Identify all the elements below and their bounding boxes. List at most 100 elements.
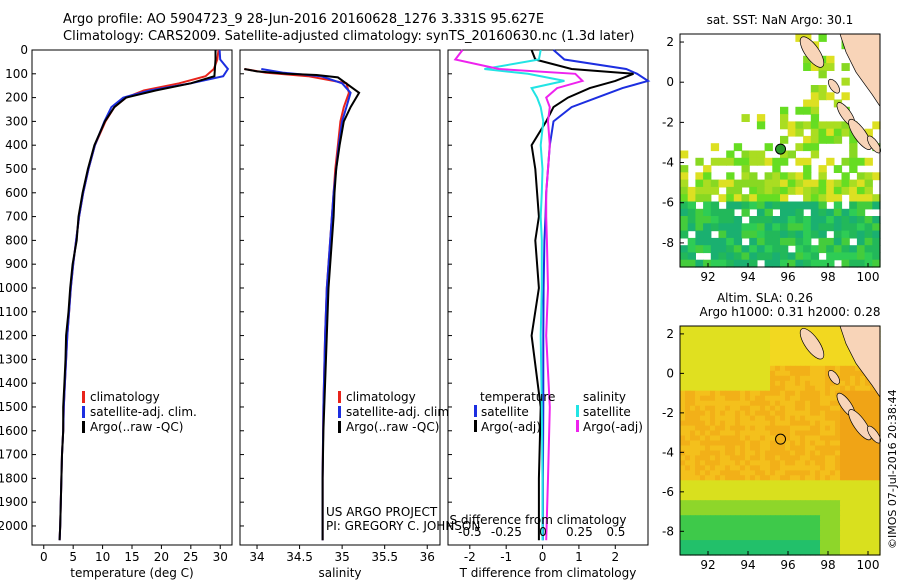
sla-cell — [750, 470, 756, 476]
sla-cell — [825, 385, 831, 392]
sla-cell — [725, 470, 731, 476]
sla-cell — [860, 540, 866, 546]
sla-cell — [710, 470, 716, 476]
sla-cell — [775, 350, 781, 357]
sla-cell — [865, 450, 871, 457]
sla-cell — [700, 345, 706, 352]
sla-cell — [855, 455, 861, 461]
sst-cell — [818, 121, 827, 130]
sla-cell — [690, 455, 696, 461]
sla-cell — [720, 505, 726, 511]
sst-cell — [749, 194, 758, 203]
sla-cell — [680, 505, 686, 511]
sla-cell — [800, 475, 806, 481]
sst-cell — [687, 259, 696, 268]
sla-cell — [820, 400, 826, 407]
sla-cell — [855, 530, 861, 536]
sla-cell — [745, 405, 751, 412]
sla-cell — [860, 505, 866, 511]
sla-cell — [850, 475, 856, 481]
sla-cell — [785, 515, 791, 521]
sla-cell — [720, 400, 726, 407]
sla-cell — [705, 465, 711, 471]
sla-cell — [730, 485, 736, 491]
sla-cell — [795, 495, 801, 501]
sla-cell — [760, 375, 766, 382]
sla-cell — [760, 395, 766, 402]
sla-cell — [850, 435, 856, 442]
sla-cell — [710, 430, 716, 437]
sla-cell — [690, 535, 696, 541]
island — [799, 36, 825, 68]
sst-cell — [741, 201, 750, 210]
sst-cell — [749, 172, 758, 181]
sla-cell — [725, 326, 731, 332]
sla-cell — [730, 420, 736, 427]
sla-cell — [775, 495, 781, 501]
sla-cell — [810, 475, 816, 481]
sla-cell — [725, 410, 731, 417]
sla-cell — [850, 510, 856, 516]
sst-cell — [818, 216, 827, 224]
sla-cell — [795, 336, 801, 342]
sla-cell — [800, 350, 806, 357]
sla-cell — [690, 525, 696, 531]
sla-cell — [820, 525, 826, 531]
argo-float-marker — [775, 143, 787, 155]
sla-cell — [705, 530, 711, 536]
sst-cell — [803, 179, 812, 188]
sst-cell — [680, 172, 689, 181]
sla-cell — [800, 435, 806, 442]
x-tick-label: 15 — [124, 550, 139, 564]
sst-cell — [795, 106, 804, 115]
x-tick-label: 34.5 — [286, 550, 313, 564]
sst-cell — [864, 259, 873, 268]
sla-cell — [790, 440, 796, 447]
sla-cell — [740, 380, 746, 387]
sla-cell — [800, 425, 806, 432]
sla-cell — [830, 490, 836, 496]
sla-cell — [695, 445, 701, 452]
sla-cell — [685, 460, 691, 466]
sla-cell — [740, 460, 746, 466]
sst-cell — [864, 128, 873, 137]
sla-cell — [845, 380, 851, 387]
sst-cell — [818, 70, 827, 79]
sla-cell — [780, 530, 786, 536]
sla-cell — [835, 405, 841, 412]
sla-cell — [720, 380, 726, 387]
sla-cell — [715, 405, 721, 412]
map-x-tick-label: 100 — [857, 558, 880, 572]
sla-cell — [875, 525, 881, 531]
sla-cell — [685, 350, 691, 357]
sla-cell — [770, 520, 776, 526]
sla-cell — [805, 445, 811, 452]
legend-swatch — [82, 406, 85, 418]
sla-cell — [875, 400, 881, 407]
sst-cell — [780, 259, 789, 268]
sst-cell — [756, 237, 766, 246]
sla-cell — [710, 475, 716, 481]
sla-cell — [850, 490, 856, 496]
sst-cell — [703, 165, 712, 173]
sla-cell — [815, 520, 821, 526]
sla-cell — [860, 470, 866, 476]
sla-cell — [780, 385, 786, 392]
sla-cell — [705, 430, 711, 437]
sla-cell — [755, 331, 761, 337]
x-tick-label: 20 — [154, 550, 169, 564]
sla-cell — [690, 326, 696, 332]
sla-cell — [700, 336, 706, 342]
sla-cell — [705, 375, 711, 382]
sla-cell — [700, 395, 706, 402]
sla-cell — [715, 460, 721, 466]
sla-cell — [825, 440, 831, 447]
sla-cell — [690, 345, 696, 352]
sla-cell — [840, 340, 846, 347]
y-tick-label: 1800 — [0, 471, 28, 485]
sla-cell — [725, 435, 731, 442]
sla-cell — [790, 420, 796, 427]
sla-cell — [745, 465, 751, 471]
sla-cell — [840, 490, 846, 496]
sla-cell — [750, 535, 756, 541]
